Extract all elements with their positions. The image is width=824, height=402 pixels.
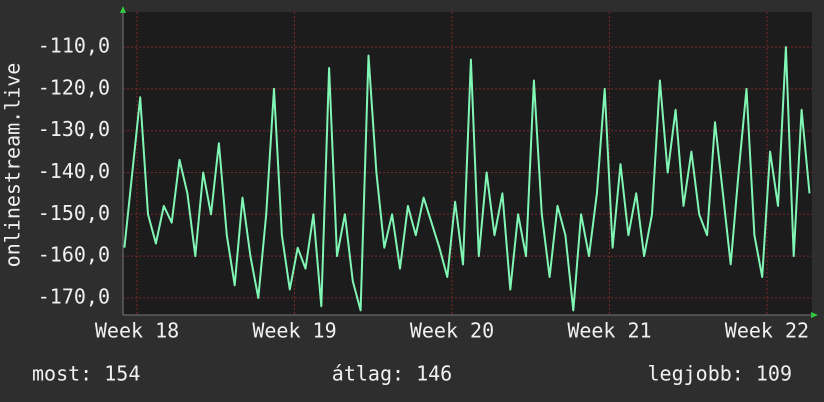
- y-tick-label: -130,0: [38, 117, 110, 141]
- y-axis-label: onlinestream.live: [1, 63, 25, 268]
- x-tick-label: Week 19: [252, 319, 336, 343]
- stat-best: legjobb: 109: [648, 362, 793, 386]
- y-tick-label: -160,0: [38, 243, 110, 267]
- y-tick-label: -170,0: [38, 284, 110, 308]
- y-tick-label: -120,0: [38, 75, 110, 99]
- x-tick-label: Week 22: [725, 319, 809, 343]
- x-tick-label: Week 21: [567, 319, 651, 343]
- data-line: [123, 46, 811, 312]
- y-tick-label: -140,0: [38, 159, 110, 183]
- stat-current: most: 154: [32, 362, 140, 386]
- stat-average: átlag: 146: [332, 362, 452, 386]
- y-tick-label: -150,0: [38, 201, 110, 225]
- x-tick-label: Week 20: [410, 319, 494, 343]
- x-tick-label: Week 18: [95, 319, 179, 343]
- y-tick-label: -110,0: [38, 34, 110, 58]
- marks: [123, 46, 811, 312]
